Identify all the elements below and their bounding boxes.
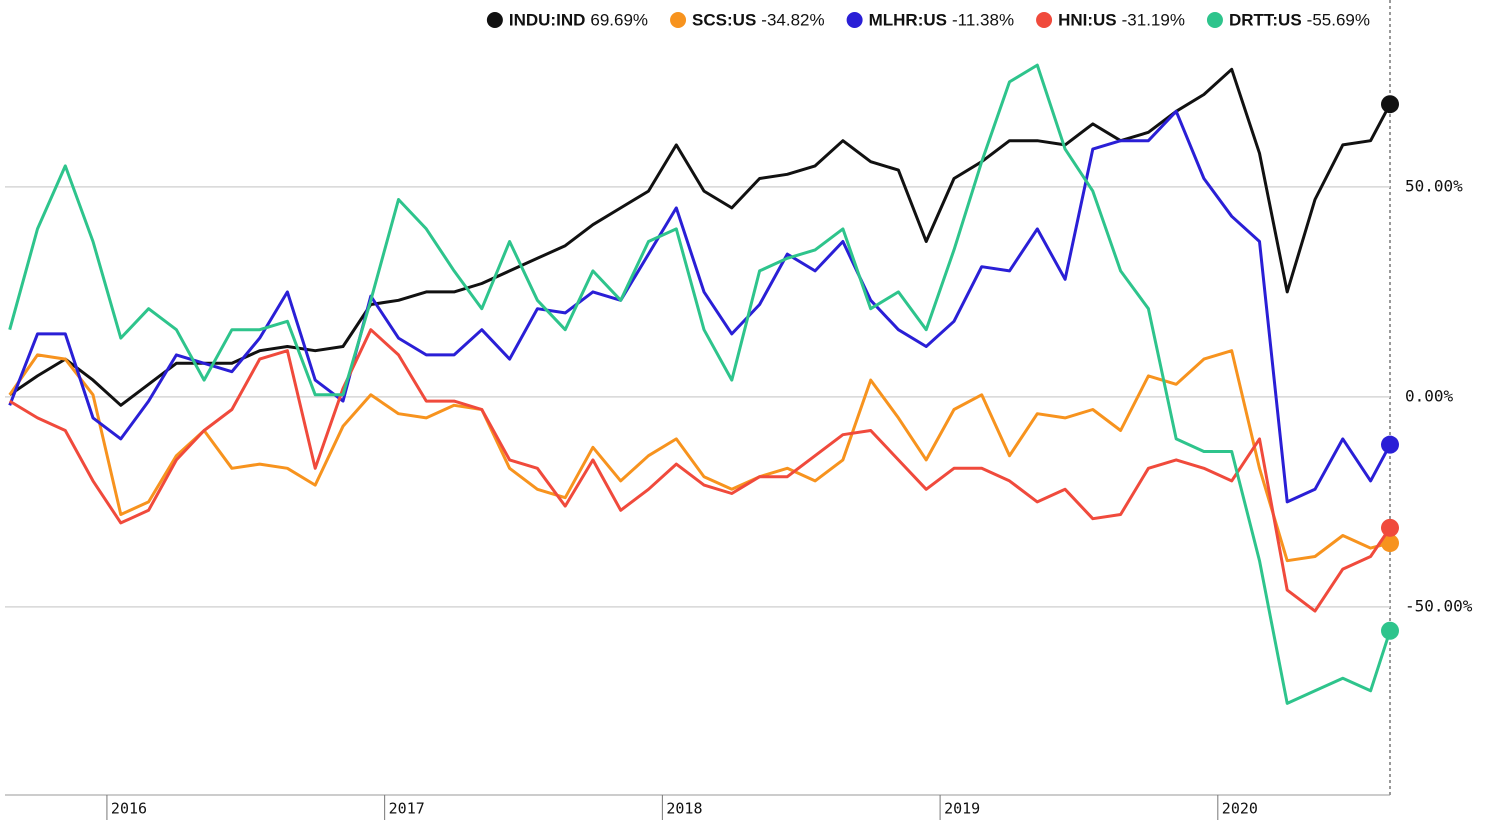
y-tick-label: -50.00% — [1405, 596, 1473, 615]
x-tick-label: 2016 — [111, 800, 147, 818]
legend-name: MLHR:US — [869, 10, 947, 29]
legend-name: SCS:US — [692, 10, 756, 29]
legend-value: -31.19% — [1122, 10, 1185, 29]
y-tick-label: 0.00% — [1405, 386, 1454, 405]
y-tick-label: 50.00% — [1405, 176, 1463, 195]
legend: INDU:IND 69.69% SCS:US -34.82% MLHR:US -11.38… — [486, 10, 1370, 29]
x-tick-label: 2019 — [944, 800, 980, 818]
x-tick-label: 2020 — [1222, 800, 1258, 818]
legend-value: -34.82% — [761, 10, 824, 29]
end-point — [1381, 534, 1399, 553]
series-line — [8, 63, 1392, 705]
end-point — [1381, 518, 1399, 537]
end-point — [1381, 95, 1399, 114]
legend-swatch — [670, 12, 687, 28]
legend-swatch — [1206, 12, 1223, 28]
series-line — [8, 328, 1392, 613]
legend-name: DRTT:US — [1229, 10, 1302, 29]
series-line — [8, 349, 1391, 563]
legend-value: 69.69% — [590, 10, 648, 29]
legend-value: -11.38% — [952, 10, 1014, 29]
legend-name: HNI:US — [1058, 10, 1117, 29]
x-tick-label: 2018 — [666, 800, 702, 818]
legend-swatch — [486, 12, 503, 28]
legend-value: -55.69% — [1307, 10, 1370, 29]
legend-swatch — [846, 12, 863, 28]
end-point — [1381, 435, 1399, 454]
series-line — [8, 109, 1392, 504]
legend-swatch — [1036, 12, 1053, 28]
x-tick-label: 2017 — [389, 800, 425, 818]
end-point — [1381, 621, 1399, 640]
legend-name: INDU:IND — [509, 10, 586, 29]
